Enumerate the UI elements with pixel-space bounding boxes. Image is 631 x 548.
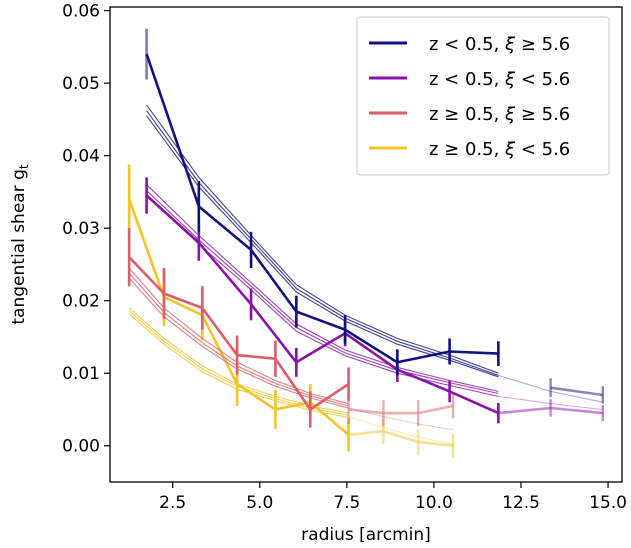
x-tick-label: 12.5: [502, 493, 540, 513]
y-tick-label: 0.01: [62, 364, 100, 384]
y-tick-label: 0.00: [62, 437, 100, 457]
y-axis-label-subscript: t: [17, 164, 31, 169]
legend-label-text: z ≥ 0.5,: [429, 139, 505, 160]
legend-label: z ≥ 0.5, ξ < 5.6: [429, 139, 570, 160]
data-layer: [127, 28, 605, 459]
legend-label-xi: ξ: [504, 34, 516, 55]
y-axis-label-main: tangential shear g: [9, 169, 29, 325]
measured-data-line: [145, 53, 499, 364]
legend-label-xi: ξ: [504, 69, 516, 90]
model-curve: [146, 110, 499, 376]
series-s1: [145, 28, 605, 404]
y-tick-label: 0.05: [62, 74, 100, 94]
legend-label-xi: ξ: [504, 139, 516, 160]
legend-label-text: z < 0.5,: [429, 69, 505, 90]
model-curve: [128, 313, 349, 419]
x-tick-label: 5.0: [246, 493, 273, 513]
legend-label: z < 0.5, ξ < 5.6: [429, 69, 570, 90]
legend-label-threshold: ≥ 5.6: [515, 104, 570, 125]
y-axis-label: tangential shear gt: [9, 164, 31, 325]
legend-label-threshold: < 5.6: [515, 139, 570, 160]
x-axis-ticks: 2.5 5.0 7.5 10.0 12.5 15.0: [159, 482, 627, 513]
legend-box: [356, 16, 610, 176]
legend-label-xi: ξ: [504, 104, 516, 125]
model-curve: [146, 190, 499, 395]
y-tick-label: 0.04: [62, 147, 100, 167]
excluded-data-line: [550, 386, 603, 397]
legend-label-text: z ≥ 0.5,: [429, 104, 505, 125]
axes-frame: [109, 6, 623, 483]
legend-label-text: z < 0.5,: [429, 34, 505, 55]
legend-label: z < 0.5, ξ ≥ 5.6: [429, 34, 570, 55]
legend-label-threshold: < 5.6: [515, 69, 570, 90]
measured-data-line: [145, 194, 499, 415]
model-curve: [146, 184, 499, 392]
model-curve: [146, 115, 499, 378]
x-tick-label: 2.5: [159, 493, 186, 513]
model-curve-extension: [348, 416, 454, 445]
x-tick-label: 7.5: [333, 493, 360, 513]
y-tick-label: 0.03: [62, 219, 100, 239]
x-tick-label: 10.0: [415, 493, 453, 513]
y-tick-label: 0.06: [62, 2, 100, 22]
series-s3: [127, 228, 455, 431]
y-axis-ticks: 0.00 0.01 0.02 0.03 0.04 0.05 0.06: [62, 2, 110, 457]
excluded-data-line: [348, 404, 454, 415]
y-tick-label: 0.02: [62, 292, 100, 312]
legend-label-threshold: ≥ 5.6: [515, 34, 570, 55]
x-tick-label: 15.0: [589, 493, 627, 513]
legend-label: z ≥ 0.5, ξ ≥ 5.6: [429, 104, 570, 125]
legend: z < 0.5, ξ ≥ 5.6z < 0.5, ξ < 5.6z ≥ 0.5,…: [356, 16, 610, 176]
excluded-data-line: [348, 429, 454, 447]
x-axis-label: radius [arcmin]: [301, 525, 431, 545]
